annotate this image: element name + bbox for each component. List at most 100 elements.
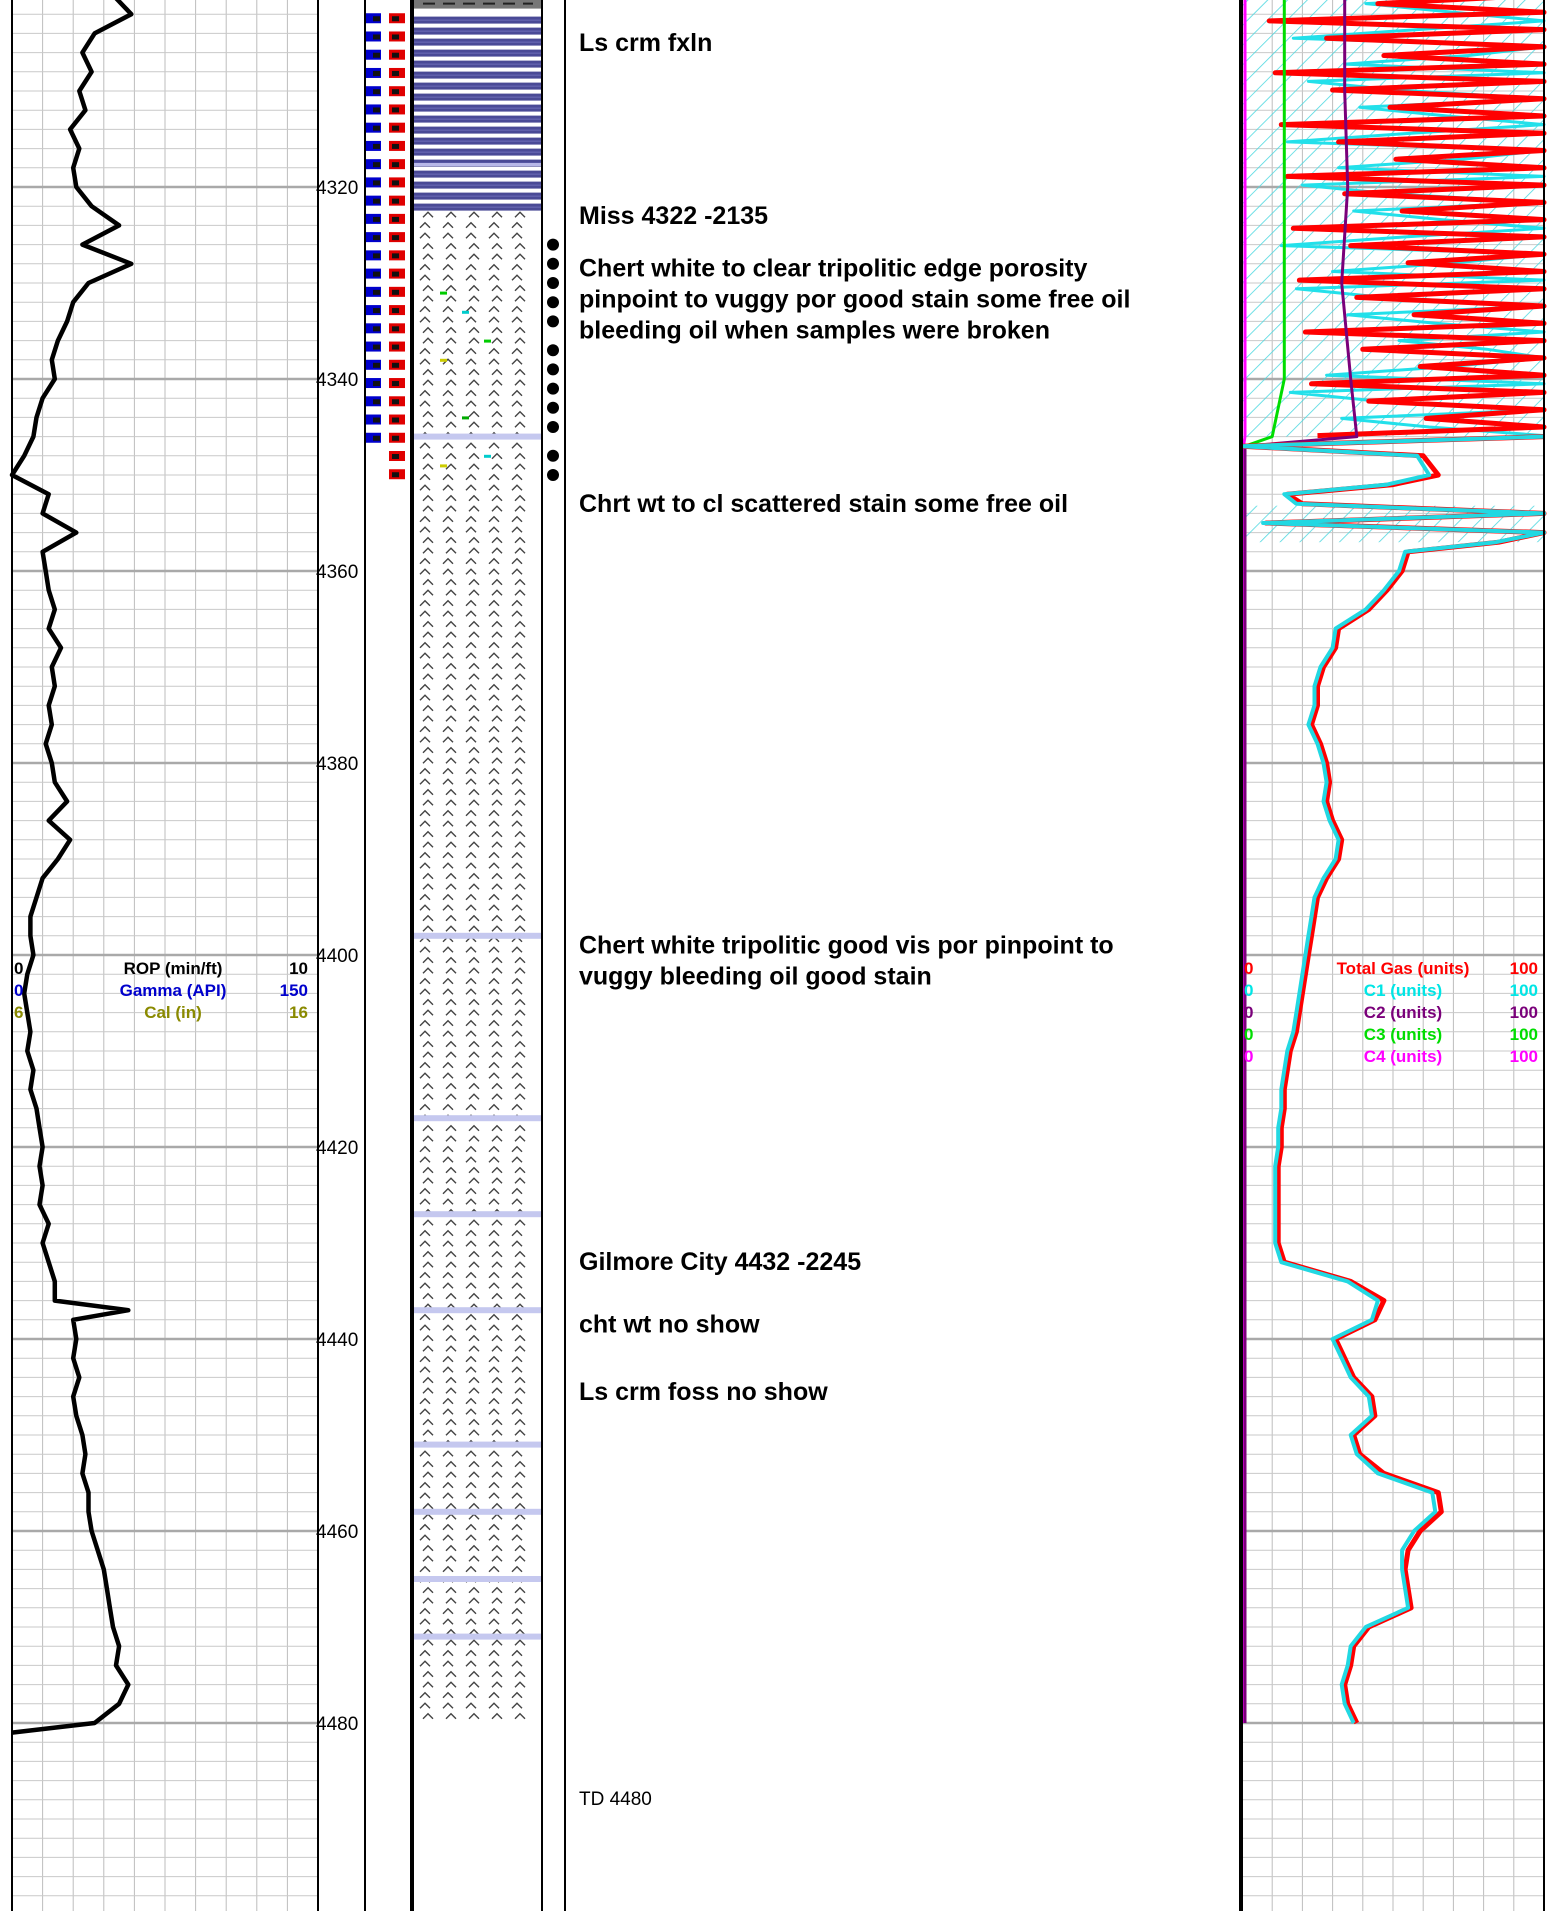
lith-chert-symbol bbox=[511, 1061, 523, 1069]
lith-chert-symbol bbox=[422, 494, 434, 502]
lith-chert-symbol bbox=[511, 809, 523, 817]
lith-chert-symbol bbox=[491, 589, 503, 596]
lith-chert-symbol bbox=[488, 1523, 500, 1531]
lith-chert-symbol bbox=[422, 295, 434, 302]
lith-chert-symbol bbox=[511, 515, 523, 523]
curve-header-label: C3 (units) bbox=[1364, 1025, 1442, 1044]
lith-chert-symbol bbox=[488, 1145, 500, 1153]
lith-chert-symbol bbox=[445, 1712, 457, 1720]
lith-chert-symbol bbox=[465, 1702, 477, 1709]
lith-chert-symbol bbox=[419, 557, 431, 565]
oil-show-dot bbox=[547, 344, 559, 357]
lith-chert-symbol bbox=[511, 820, 523, 827]
lith-chert-symbol bbox=[422, 872, 434, 880]
lith-chert-symbol bbox=[465, 1397, 477, 1405]
gr-indicator-dot bbox=[392, 107, 399, 113]
lith-chert-symbol bbox=[514, 1082, 526, 1090]
lith-chert-symbol bbox=[465, 694, 477, 701]
lith-chert-symbol bbox=[491, 631, 503, 638]
lith-chert-symbol bbox=[468, 1681, 480, 1688]
lith-chert-symbol bbox=[488, 988, 500, 995]
lith-chert-symbol bbox=[468, 1544, 480, 1552]
lith-chert-symbol bbox=[465, 1450, 477, 1457]
lith-thin-bed bbox=[413, 1211, 542, 1218]
lith-chert-symbol bbox=[514, 830, 526, 838]
lith-chert-symbol bbox=[514, 1460, 526, 1468]
lith-chert-symbol bbox=[468, 788, 480, 796]
lith-chert-symbol bbox=[488, 610, 500, 617]
lith-chert-symbol bbox=[514, 578, 526, 586]
lith-chert-symbol bbox=[468, 746, 480, 754]
lith-chert-symbol bbox=[514, 1597, 526, 1604]
lith-chert-symbol bbox=[511, 862, 523, 869]
lith-chert-symbol bbox=[511, 1565, 523, 1573]
lith-chert-symbol bbox=[422, 379, 434, 386]
description-line: Miss 4322 -2135 bbox=[579, 202, 768, 230]
lith-chert-symbol bbox=[445, 1082, 457, 1090]
lith-chert-symbol bbox=[419, 1271, 431, 1279]
lith-chert-symbol bbox=[468, 410, 480, 418]
lith-chert-symbol bbox=[488, 736, 500, 743]
lith-limestone-gap bbox=[413, 163, 542, 166]
lith-chert-symbol bbox=[442, 1355, 454, 1363]
lith-chert-symbol bbox=[491, 1681, 503, 1688]
lith-chert-symbol bbox=[488, 473, 500, 481]
lith-chert-symbol bbox=[511, 1492, 523, 1499]
lith-chert-symbol bbox=[445, 284, 457, 292]
lith-chert-symbol bbox=[419, 221, 431, 229]
description-line: TD 4480 bbox=[579, 1789, 652, 1810]
lith-chert-symbol bbox=[465, 568, 477, 575]
lith-chert-symbol bbox=[488, 1492, 500, 1499]
lith-chert-symbol bbox=[511, 442, 523, 449]
curve-header-min: 6 bbox=[14, 1003, 23, 1022]
lith-chert-symbol bbox=[442, 809, 454, 817]
lith-chert-symbol bbox=[488, 221, 500, 229]
lith-chert-symbol bbox=[468, 368, 480, 376]
lith-chert-symbol bbox=[445, 1555, 457, 1562]
lith-chert-symbol bbox=[442, 904, 454, 911]
lith-chert-symbol bbox=[511, 1313, 523, 1321]
description-line: Ls crm fxln bbox=[579, 29, 712, 57]
lith-chert-symbol bbox=[442, 694, 454, 701]
lith-chert-symbol bbox=[419, 851, 431, 859]
lith-chert-symbol bbox=[442, 1492, 454, 1499]
lith-chert-symbol bbox=[442, 347, 454, 355]
lith-chert-symbol bbox=[488, 1366, 500, 1373]
lith-chert-symbol bbox=[442, 442, 454, 449]
lith-chert-symbol bbox=[419, 442, 431, 449]
lith-chert-symbol bbox=[465, 1103, 477, 1111]
lith-chert-symbol bbox=[514, 379, 526, 386]
depth-label: 4460 bbox=[316, 1522, 358, 1543]
curve-header-max: 16 bbox=[289, 1003, 308, 1022]
lith-chert-symbol bbox=[514, 326, 526, 334]
curve-header-max: 150 bbox=[280, 981, 308, 1000]
lith-chert-symbol bbox=[514, 704, 526, 712]
lith-chert-symbol bbox=[488, 1019, 500, 1027]
gr-indicator-dot bbox=[373, 162, 380, 168]
lith-chert-symbol bbox=[422, 211, 434, 218]
lith-chert-symbol bbox=[422, 1513, 434, 1520]
lith-chert-symbol bbox=[419, 1702, 431, 1709]
lith-chert-symbol bbox=[514, 673, 526, 680]
gr-indicator-dot bbox=[373, 180, 380, 186]
lith-chert-symbol bbox=[488, 1534, 500, 1541]
lith-chert-symbol bbox=[422, 1219, 434, 1226]
lith-chert-symbol bbox=[419, 652, 431, 659]
curve-header-max: 100 bbox=[1510, 981, 1538, 1000]
lith-chert-symbol bbox=[442, 683, 454, 691]
lith-chert-symbol bbox=[511, 473, 523, 481]
lith-chert-symbol bbox=[514, 463, 526, 470]
lith-chert-symbol bbox=[465, 358, 477, 365]
lith-stain-mark bbox=[484, 339, 491, 343]
lith-chert-symbol bbox=[468, 337, 480, 344]
gr-indicator-dot bbox=[392, 435, 399, 441]
lith-chert-symbol bbox=[465, 1061, 477, 1069]
lith-chert-symbol bbox=[419, 389, 431, 397]
lith-chert-symbol bbox=[442, 1145, 454, 1153]
lith-chert-symbol bbox=[468, 1345, 480, 1352]
lith-chert-symbol bbox=[419, 1061, 431, 1069]
lith-thin-bed bbox=[413, 1307, 542, 1314]
lith-chert-symbol bbox=[465, 400, 477, 407]
lith-chert-symbol bbox=[468, 1513, 480, 1520]
oil-show-column bbox=[547, 238, 559, 481]
